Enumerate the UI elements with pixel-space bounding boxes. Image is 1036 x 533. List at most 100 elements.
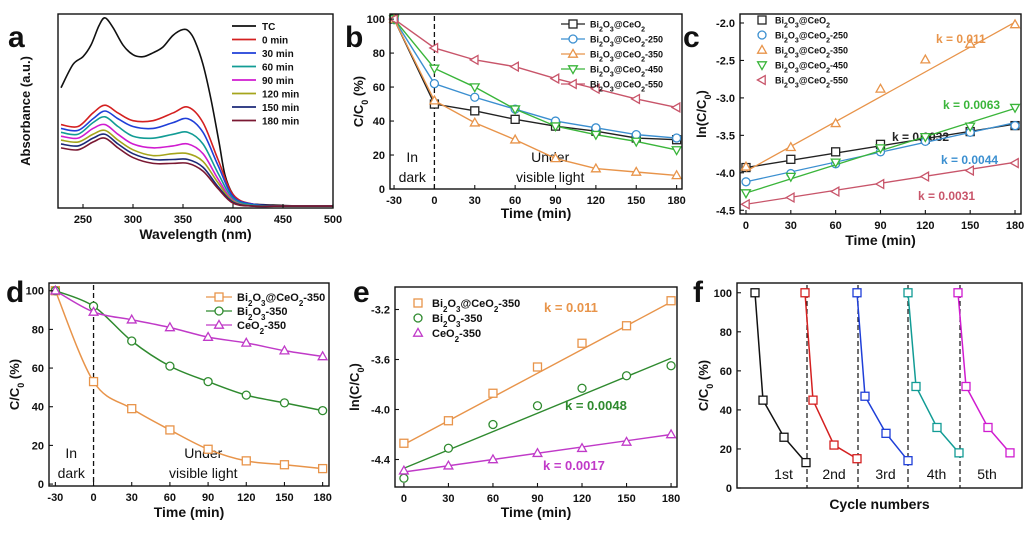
f-point — [808, 395, 818, 405]
b-point — [509, 105, 521, 116]
d-point — [202, 331, 214, 341]
d-ytick-label: 40 — [32, 402, 44, 414]
e-point — [443, 443, 454, 453]
b-point — [671, 146, 683, 156]
e-point — [621, 321, 632, 331]
e-legend-label: CeO2-350 — [432, 328, 481, 344]
b-point — [549, 73, 560, 85]
e-point — [399, 473, 409, 483]
d-frame — [48, 282, 330, 487]
d-xtick-label: 90 — [202, 492, 214, 504]
d-point — [317, 405, 328, 416]
d-annotation-dark: dark — [58, 465, 86, 481]
f-point — [860, 391, 870, 401]
d-ylabel: C/C0 (%) — [7, 359, 26, 410]
e-point — [666, 361, 676, 371]
e-frame — [394, 286, 678, 488]
d-annotation-under: Under — [184, 445, 222, 461]
b-xtick-label: -30 — [386, 195, 402, 207]
c-point — [964, 38, 976, 48]
a-legend-label: 120 min — [262, 90, 299, 101]
f-point — [829, 440, 839, 450]
e-point — [665, 428, 677, 439]
b-xtick-label: 0 — [431, 195, 437, 207]
b-point — [589, 83, 600, 95]
b-legend-label: Bi2O3@CeO2-550 — [590, 80, 663, 94]
f-point — [801, 457, 811, 468]
c-point — [874, 82, 887, 93]
b-point — [428, 64, 440, 75]
d-point — [88, 376, 99, 387]
c-point — [741, 177, 751, 187]
d-xtick-label: 120 — [237, 492, 255, 504]
f-cycle-line — [957, 292, 1011, 454]
b-line-Bi2O3@CeO2 — [393, 18, 677, 141]
a-xtick-label: 400 — [224, 214, 242, 226]
d-xtick-label: -30 — [47, 492, 63, 504]
d-point — [241, 456, 251, 466]
d-point — [278, 344, 290, 355]
f-ytick-label: 20 — [720, 444, 732, 456]
b-point — [549, 122, 562, 133]
b-point — [671, 169, 683, 180]
e-point — [443, 416, 454, 426]
d-point — [164, 321, 176, 332]
b-ytick-label: 80 — [373, 48, 385, 60]
f-ytick-label: 40 — [720, 405, 732, 417]
a-xlabel: Wavelength (nm) — [139, 226, 251, 242]
d-ytick-label: 60 — [32, 363, 44, 375]
e-ytick-label: -3.6 — [371, 355, 390, 367]
b-point — [509, 61, 519, 73]
c-point — [919, 132, 931, 143]
d-point — [49, 284, 61, 295]
d-point — [317, 463, 328, 474]
c-point — [785, 141, 797, 152]
f-cycle-line — [754, 292, 807, 464]
b-point — [510, 114, 520, 124]
e-ytick-label: -3.2 — [371, 305, 390, 317]
d-point — [165, 361, 175, 371]
e-k-label: k = 0.0017 — [543, 458, 605, 473]
e-point — [621, 371, 632, 381]
f-point — [903, 288, 913, 298]
b-legend-label: Bi2O3@CeO2 — [590, 20, 645, 34]
a-series-60-min — [60, 115, 334, 207]
b-legend-label: Bi2O3@CeO2-350 — [590, 50, 663, 64]
b-point — [468, 54, 479, 66]
b-point — [590, 162, 602, 173]
e-point — [399, 438, 409, 448]
e-point — [576, 442, 588, 453]
d-xtick-label: 60 — [164, 492, 176, 504]
c-legend-label: Bi2O3@CeO2-250 — [775, 31, 848, 45]
d-point — [126, 313, 138, 324]
e-xtick-label: 60 — [487, 493, 499, 505]
c-legend-label: Bi2O3@CeO2-350 — [775, 46, 848, 60]
b-line-Bi2O3@CeO2-450 — [393, 18, 677, 151]
f-xlabel: Cycle numbers — [829, 496, 930, 512]
b-xtick-label: 120 — [587, 195, 605, 207]
e-k-label: k = 0.0048 — [565, 398, 627, 413]
f-cycle-label: 4th — [927, 466, 946, 482]
f-ylabel: C/C0 (%) — [696, 360, 715, 411]
f-cycle-label: 5th — [977, 466, 996, 482]
e-point — [666, 296, 676, 306]
f-point — [750, 288, 760, 298]
c-ylabel: ln(C/C0) — [694, 90, 713, 138]
e-point — [577, 383, 587, 393]
f-point — [932, 422, 942, 433]
b-point — [630, 93, 641, 105]
a-xtick-label: 300 — [124, 214, 142, 226]
c-legend-marker — [757, 15, 767, 25]
d-annotation-in: In — [65, 445, 77, 461]
c-legend-marker — [756, 74, 766, 86]
f-point — [983, 422, 993, 433]
f-point — [953, 288, 963, 298]
b-ytick-label: 40 — [373, 116, 385, 128]
a-xtick-label: 450 — [274, 214, 292, 226]
c-legend-label: Bi2O3@CeO2-550 — [775, 76, 848, 90]
d-point — [203, 444, 213, 454]
c-point — [831, 147, 841, 157]
b-point — [469, 116, 481, 127]
c-ytick-label: -4.5 — [716, 205, 735, 217]
c-point — [784, 192, 795, 204]
